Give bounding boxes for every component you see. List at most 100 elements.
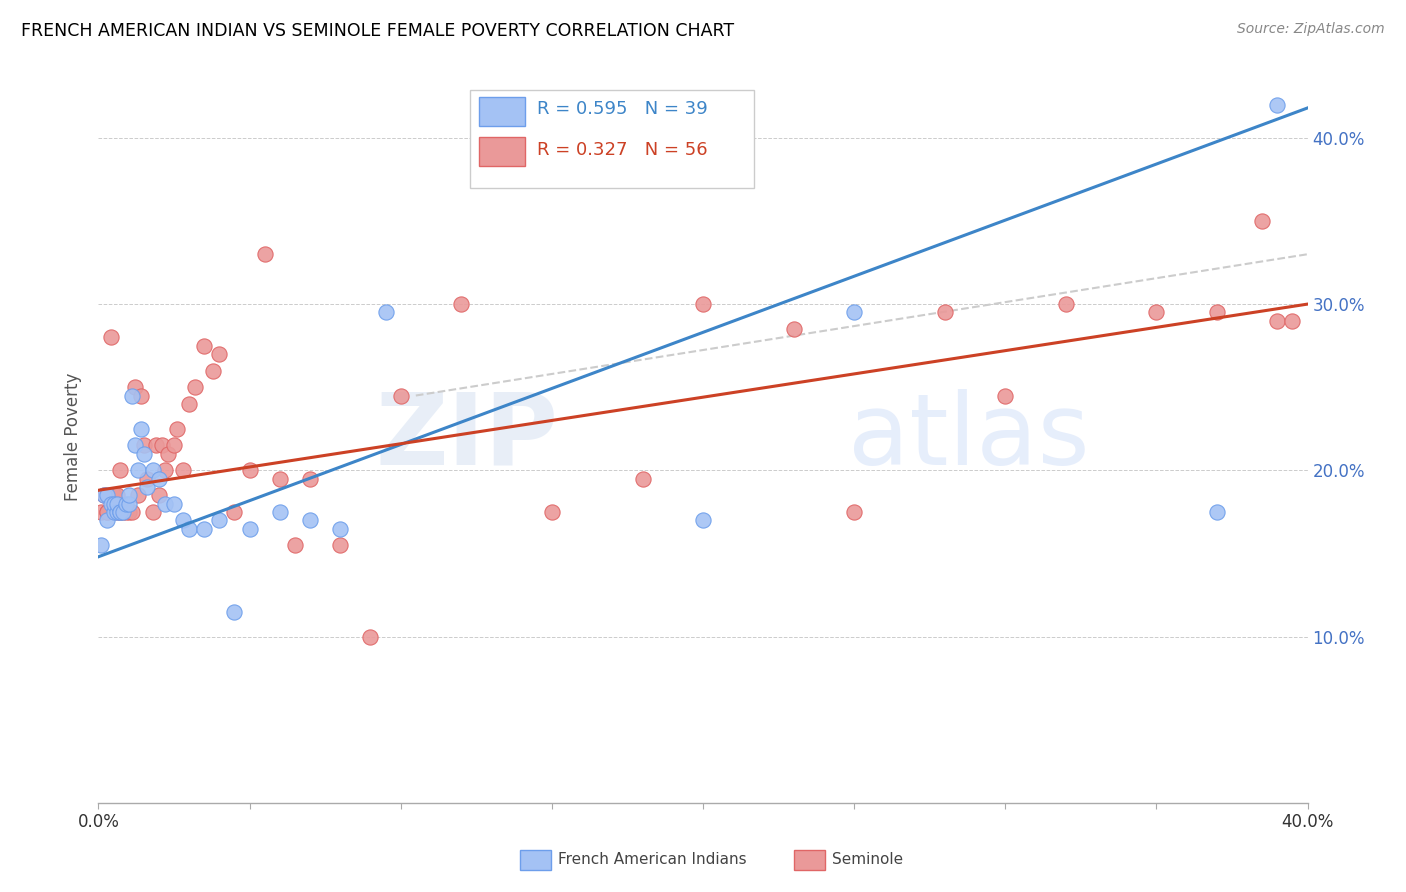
Point [132,447,155,461]
Text: ZIP: ZIP [375,389,558,485]
Point [111,505,134,519]
Point [692,297,714,311]
Point [299,513,322,527]
Point [163,497,186,511]
Point [329,538,352,552]
Point [111,505,134,519]
Point [224,605,246,619]
Point [1267,314,1289,328]
Point [118,505,141,519]
Point [1144,305,1167,319]
Point [108,505,131,519]
Point [844,305,866,319]
Point [202,363,225,377]
Point [93,488,115,502]
Point [118,497,141,511]
Point [224,505,246,519]
Point [132,438,155,452]
Point [269,505,291,519]
Point [96,505,118,519]
Point [121,505,143,519]
Point [129,422,152,436]
Point [127,488,149,502]
Point [172,463,194,477]
Point [692,513,714,527]
Point [90,538,112,552]
Point [93,488,115,502]
Point [1281,314,1303,328]
Point [172,513,194,527]
Point [108,463,131,477]
Point [631,472,654,486]
Point [179,521,201,535]
Text: atlas: atlas [848,389,1090,485]
Point [118,488,141,502]
Point [108,505,131,519]
Bar [479,97,526,127]
Point [934,305,956,319]
Point [127,463,149,477]
Point [269,472,291,486]
Point [193,521,215,535]
Point [450,297,472,311]
Point [100,330,122,344]
Point [1267,97,1289,112]
FancyBboxPatch shape [470,90,754,188]
Text: R = 0.327   N = 56: R = 0.327 N = 56 [537,141,709,160]
Text: Seminole: Seminole [832,853,904,867]
Bar [479,137,526,167]
Text: French American Indians: French American Indians [558,853,747,867]
Point [374,305,396,319]
Point [153,463,176,477]
Point [299,472,322,486]
Point [153,497,176,511]
Text: Source: ZipAtlas.com: Source: ZipAtlas.com [1237,22,1385,37]
Text: R = 0.595   N = 39: R = 0.595 N = 39 [537,101,709,119]
Point [783,322,806,336]
Point [142,505,165,519]
Point [208,347,231,361]
Point [150,438,173,452]
Text: FRENCH AMERICAN INDIAN VS SEMINOLE FEMALE POVERTY CORRELATION CHART: FRENCH AMERICAN INDIAN VS SEMINOLE FEMAL… [21,22,734,40]
Point [540,505,562,519]
Point [1251,214,1274,228]
Point [329,521,352,535]
Point [96,513,118,527]
Point [135,480,157,494]
Point [1206,505,1229,519]
Point [239,463,262,477]
Point [103,505,125,519]
Point [129,388,152,402]
Point [142,463,165,477]
Point [105,497,128,511]
Point [179,397,201,411]
Point [148,488,170,502]
Point [360,630,382,644]
Point [124,380,146,394]
Point [105,488,128,502]
Point [193,338,215,352]
Point [114,497,136,511]
Point [1054,297,1077,311]
Point [253,247,276,261]
Point [114,505,136,519]
Y-axis label: Female Poverty: Female Poverty [65,373,83,501]
Point [135,472,157,486]
Point [156,447,179,461]
Point [96,505,118,519]
Point [148,472,170,486]
Point [121,388,143,402]
Point [166,422,188,436]
Point [284,538,307,552]
Point [124,438,146,452]
Point [103,488,125,502]
Point [389,388,412,402]
Point [994,388,1017,402]
Point [184,380,207,394]
Point [105,505,128,519]
Point [1206,305,1229,319]
Point [844,505,866,519]
Point [163,438,186,452]
Point [103,497,125,511]
Point [145,438,167,452]
